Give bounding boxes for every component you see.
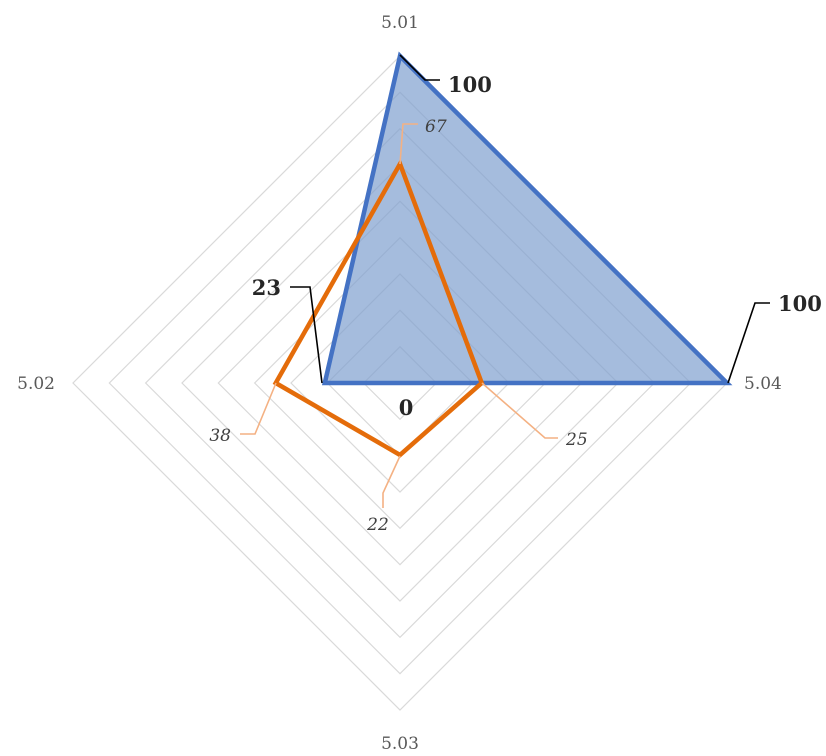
series-1-leader-line [727,302,770,384]
series-1-data-label: 23 [252,275,281,300]
series-2-leader-line [382,455,401,508]
series-2-leader-line [399,123,418,165]
series-2-leader-line [240,382,277,435]
category-label: 5.04 [744,374,782,394]
series-1-data-label: 100 [448,72,492,97]
series-layer [272,51,733,458]
category-label: 5.02 [17,374,55,394]
leader-lines [240,54,770,508]
series-2-leader-line [481,382,558,439]
series-1-leader-line [399,54,440,81]
series-2-data-label: 22 [366,515,389,535]
labels: 5.01 5.04 5.03 5.02 100 100 0 23 67 25 22 38 [17,13,822,754]
series-2-data-label: 67 [425,117,447,137]
category-label: 5.01 [381,13,419,33]
series-1-data-label: 0 [399,395,414,420]
series-2-data-label: 38 [209,426,231,446]
series-2-polygon [272,158,485,458]
series-1-polygon [321,51,733,386]
category-label: 5.03 [381,734,419,751]
series-1-leader-line [290,286,323,384]
series-1-data-label: 100 [778,291,822,316]
series-2-data-label: 25 [565,430,588,450]
